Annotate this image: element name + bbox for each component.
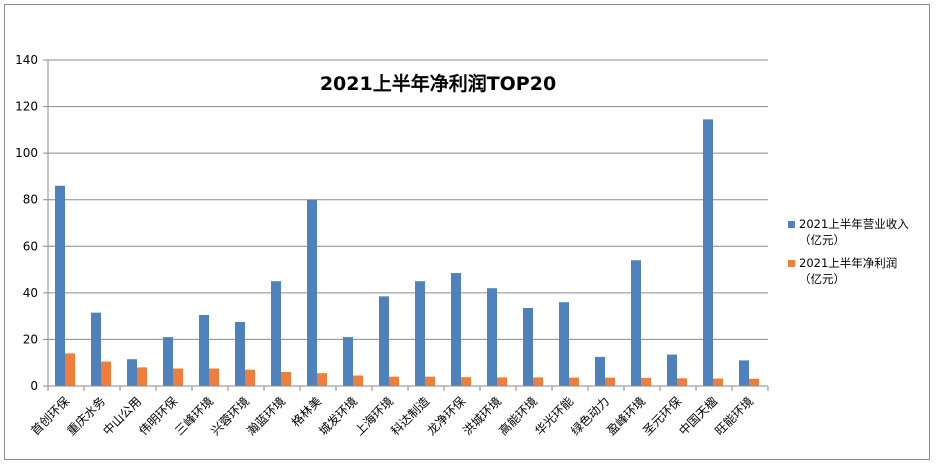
- x-tick-label: 中山公用: [100, 394, 145, 439]
- bar-revenue: [127, 359, 137, 386]
- grid-lines: [48, 59, 768, 340]
- x-tick-label: 三峰环境: [172, 394, 217, 439]
- bar-revenue: [739, 360, 749, 386]
- x-tick-label: 上海环境: [352, 394, 397, 439]
- x-tick-label: 圣元环保: [640, 394, 684, 438]
- x-tick-label: 城发环境: [316, 394, 361, 439]
- y-tick-label: 60: [23, 239, 38, 253]
- y-tick-label: 0: [30, 379, 38, 393]
- bar-revenue: [451, 273, 461, 386]
- bar-profit: [317, 373, 327, 386]
- bar-profit: [353, 375, 363, 386]
- x-tick-label: 中国天楹: [676, 394, 721, 439]
- bar-profit: [749, 378, 759, 386]
- legend-label: （亿元）: [799, 233, 845, 247]
- x-tick-label: 科达制造: [388, 394, 432, 438]
- y-tick-label: 80: [23, 193, 38, 207]
- x-tick-label: 伟明环保: [136, 394, 180, 438]
- bar-revenue: [307, 199, 317, 386]
- bar-revenue: [523, 307, 533, 386]
- legend: 2021上半年营业收入 （亿元） 2021上半年净利润 （亿元）: [788, 217, 909, 286]
- bar-profit: [713, 378, 723, 386]
- bars: [55, 119, 759, 386]
- x-tick-label: 绿色动力: [568, 394, 613, 439]
- bar-revenue: [235, 321, 245, 386]
- legend-label: 2021上半年营业收入: [799, 217, 909, 231]
- y-tick-label: 120: [15, 100, 38, 114]
- bar-revenue: [91, 312, 101, 386]
- x-tick-label: 重庆水务: [64, 394, 109, 439]
- legend-swatch-revenue: [788, 221, 795, 228]
- y-tick-label: 20: [23, 332, 38, 346]
- bar-profit: [533, 377, 543, 386]
- bar-profit: [65, 353, 75, 386]
- bar-profit: [677, 378, 687, 386]
- bar-profit: [605, 377, 615, 386]
- x-tick-label: 兴蓉环境: [208, 394, 253, 439]
- legend-label: （亿元）: [799, 272, 845, 286]
- legend-swatch-profit: [788, 260, 795, 267]
- bar-profit: [497, 377, 507, 386]
- bar-profit: [101, 361, 111, 386]
- bar-revenue: [667, 354, 677, 386]
- x-tick-label: 华光环能: [532, 394, 576, 438]
- bar-profit: [641, 377, 651, 386]
- y-tick-label: 100: [15, 146, 38, 160]
- bar-revenue: [415, 281, 425, 386]
- bar-profit: [209, 368, 219, 386]
- x-tick-label: 首创环保: [28, 394, 72, 438]
- bar-revenue: [595, 356, 605, 386]
- bar-revenue: [271, 281, 281, 386]
- bar-revenue: [379, 296, 389, 386]
- x-tick-label: 盈峰环境: [604, 394, 649, 439]
- bar-revenue: [55, 185, 65, 386]
- y-tick-label: 140: [15, 53, 38, 67]
- bar-revenue: [163, 337, 173, 386]
- bar-profit: [245, 369, 255, 386]
- bar-profit: [569, 377, 579, 386]
- legend-label: 2021上半年净利润: [799, 256, 897, 270]
- bar-profit: [389, 376, 399, 386]
- y-tick-label: 40: [23, 286, 38, 300]
- bar-revenue: [343, 337, 353, 386]
- chart-title: 2021上半年净利润TOP20: [320, 72, 556, 95]
- x-tick-label: 高能环境: [496, 394, 541, 439]
- bar-revenue: [487, 288, 497, 386]
- bar-profit: [137, 367, 147, 386]
- x-tick-label: 格林美: [288, 394, 324, 430]
- bar-profit: [461, 377, 471, 386]
- x-tick-label: 瀚蓝环境: [244, 394, 289, 439]
- bar-revenue: [559, 302, 569, 386]
- x-tick-label: 洪城环境: [460, 394, 505, 439]
- bar-profit: [425, 376, 435, 386]
- x-tick-label: 旺能环境: [712, 394, 757, 439]
- bar-revenue: [631, 260, 641, 386]
- bar-revenue: [199, 314, 209, 386]
- x-tick-label: 龙净环保: [424, 394, 468, 438]
- bar-profit: [281, 372, 291, 386]
- bar-profit: [173, 368, 183, 386]
- bar-revenue: [703, 119, 713, 386]
